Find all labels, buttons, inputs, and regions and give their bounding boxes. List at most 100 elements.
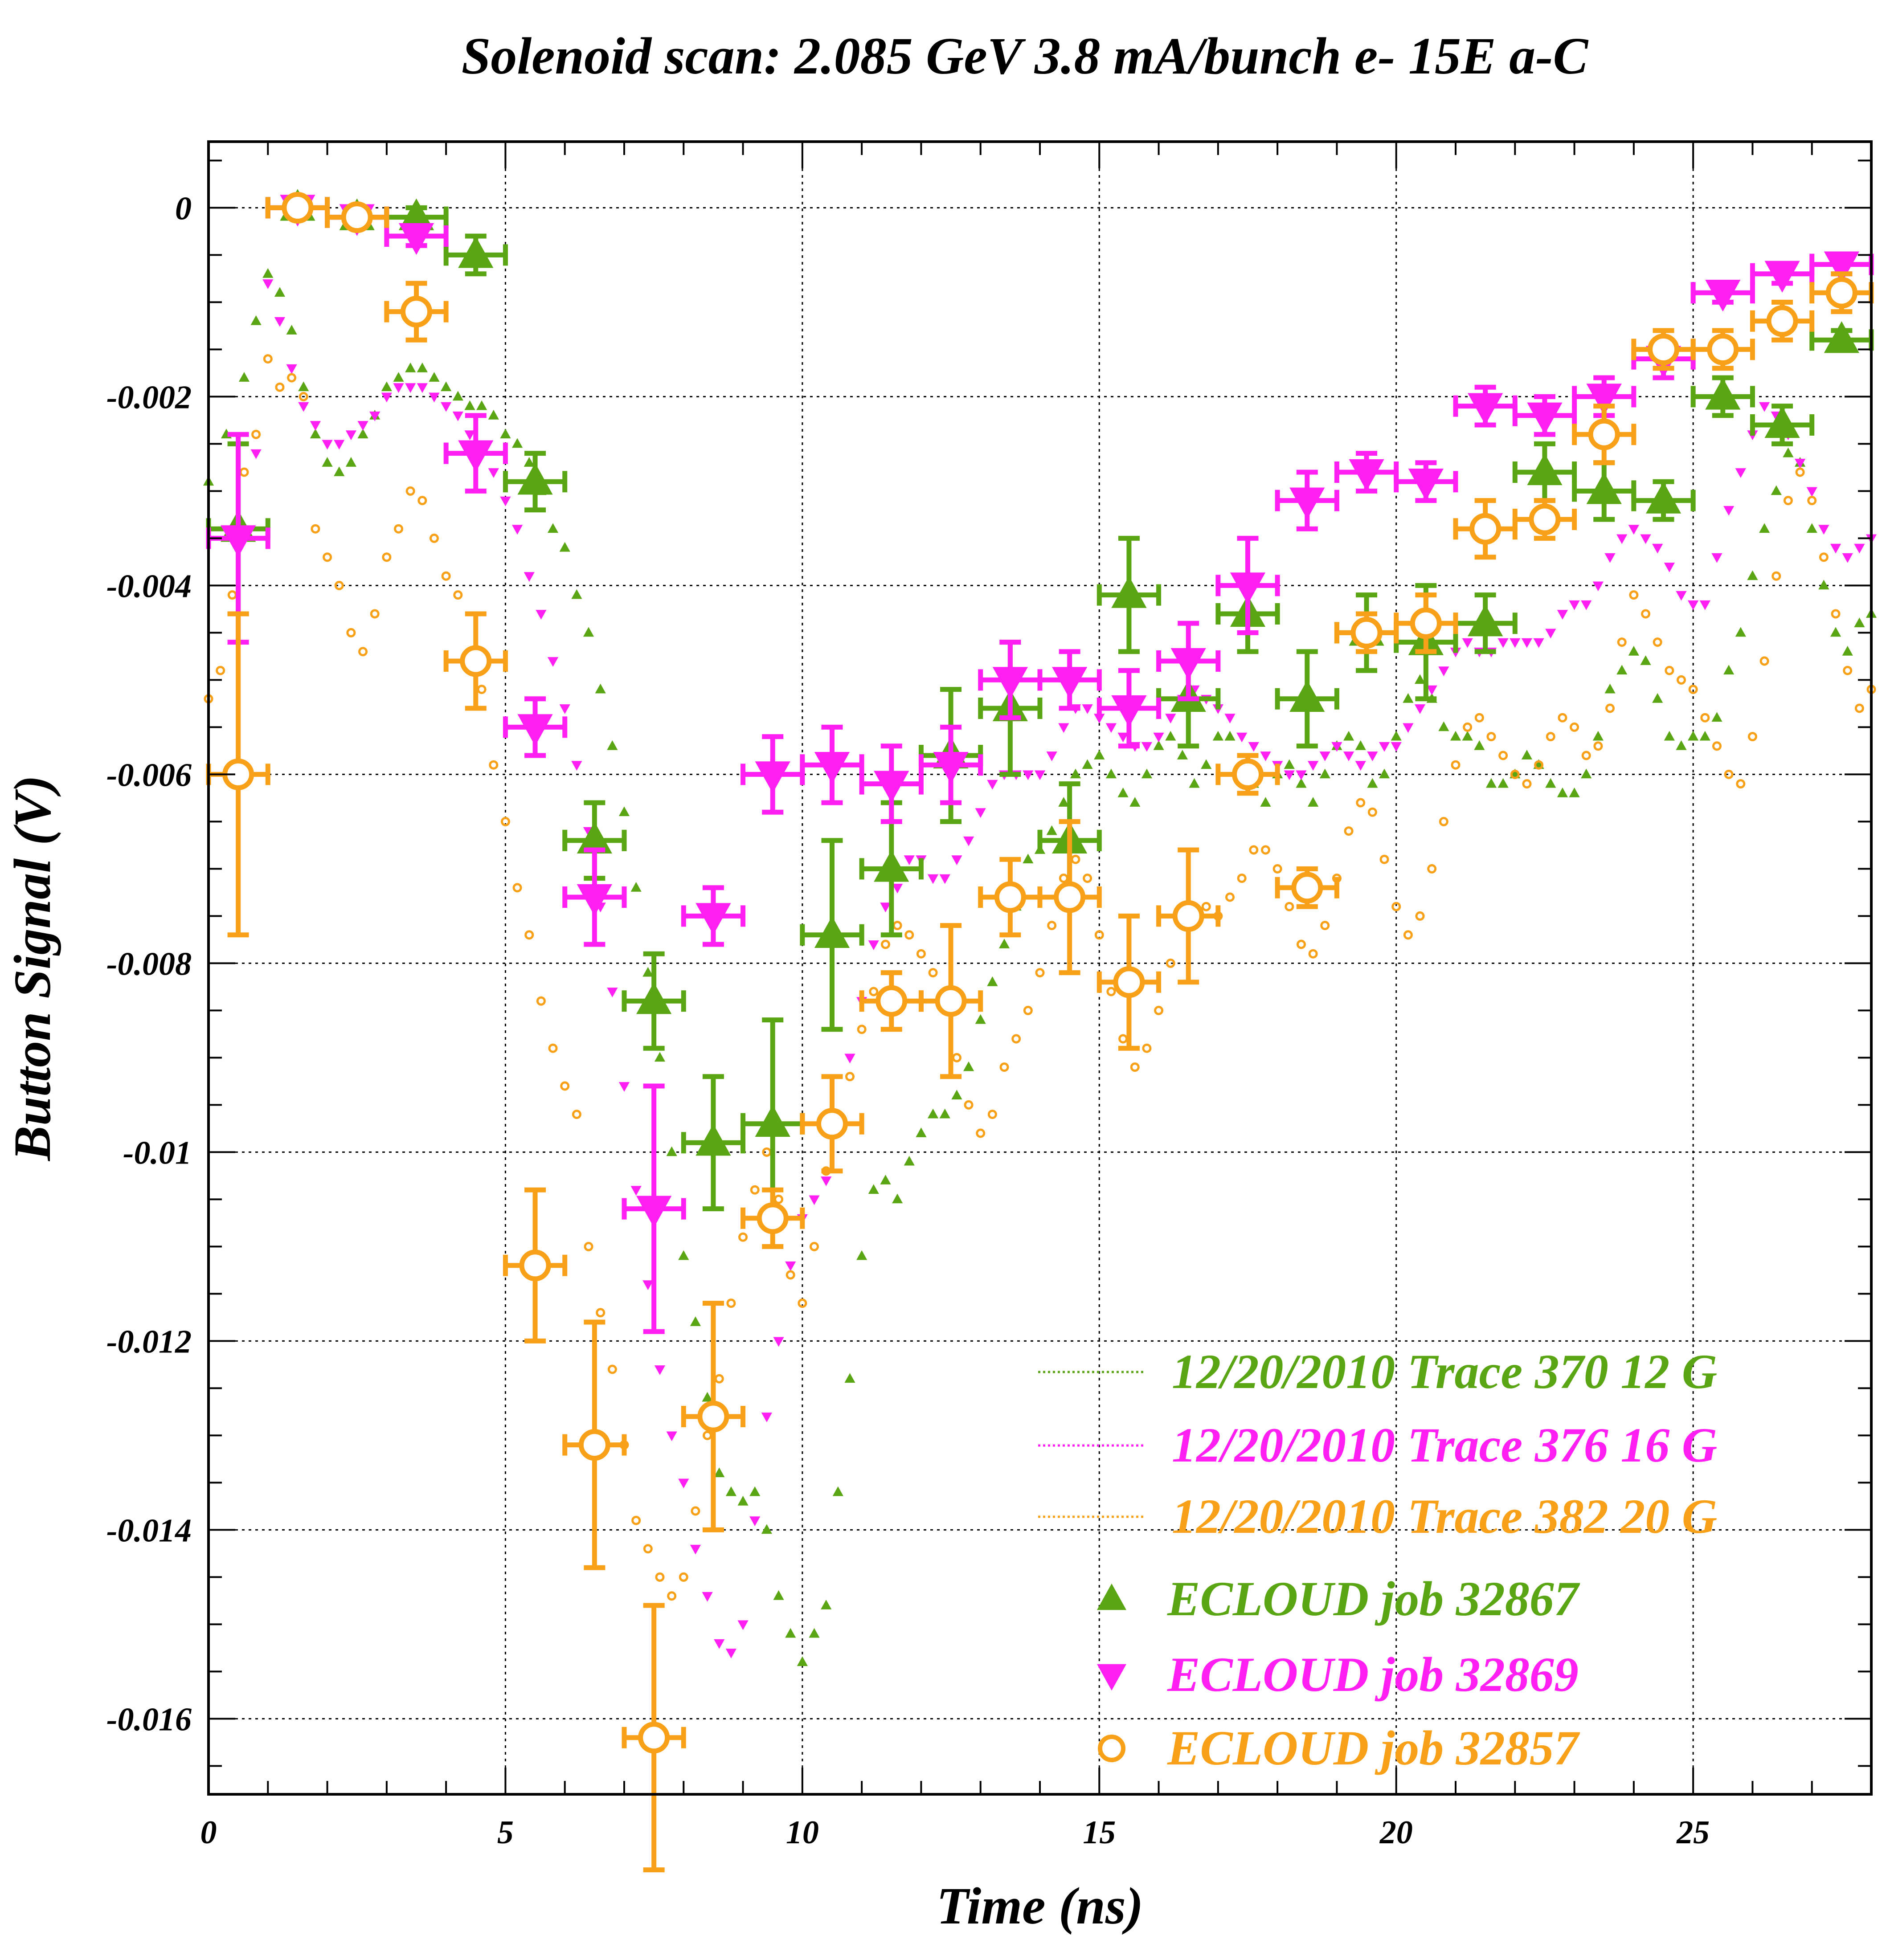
trace-point (1581, 768, 1592, 779)
trace-point (904, 930, 914, 940)
trace-point (1415, 911, 1425, 921)
trace-point (1260, 797, 1271, 807)
trace-point (832, 1486, 843, 1496)
trace-point (1569, 600, 1580, 610)
trace-point (583, 627, 594, 637)
trace-point (1653, 637, 1662, 647)
trace-point (761, 1413, 772, 1422)
ecloud-point-fill (1709, 336, 1736, 363)
trace-point (1497, 778, 1509, 788)
trace-point (1260, 751, 1271, 761)
ecloud-point (696, 1124, 731, 1156)
trace-point (667, 1591, 677, 1601)
trace-point (1604, 553, 1616, 563)
trace-point (1843, 666, 1853, 675)
trace-point (1165, 731, 1176, 741)
trace-point (1047, 921, 1057, 931)
trace-point (892, 1193, 903, 1204)
trace-point (975, 1014, 986, 1024)
trace-point (1546, 732, 1555, 742)
trace-point (702, 1392, 713, 1402)
trace-point (476, 400, 487, 410)
trace-point (1629, 590, 1639, 600)
trace-point (488, 409, 499, 420)
trace-point (1355, 740, 1366, 750)
legend-label: ECLOUD job 32867 (1167, 1572, 1580, 1626)
trace-point (987, 976, 998, 986)
trace-point (880, 939, 890, 949)
ecloud-point (1648, 333, 1679, 365)
trace-point (381, 381, 392, 392)
trace-point (369, 411, 380, 421)
trace-point (1035, 968, 1045, 978)
trace-point (869, 987, 879, 996)
y-tick-label: 0 (175, 190, 192, 227)
trace-point (798, 1298, 807, 1308)
trace-point (452, 411, 463, 421)
trace-point (821, 1600, 832, 1609)
ecloud-point (1410, 607, 1442, 639)
legend-label: ECLOUD job 32857 (1167, 1721, 1580, 1775)
trace-point (1462, 638, 1473, 648)
y-tick-label: -0.004 (106, 568, 192, 604)
trace-point (714, 1467, 725, 1478)
trace-point (1735, 627, 1746, 637)
ecloud-point (1054, 881, 1086, 913)
trace-point (1521, 638, 1533, 648)
ecloud-point (519, 1250, 551, 1282)
trace-point (1545, 778, 1556, 788)
trace-point (737, 1620, 749, 1630)
legend-entry: 12/20/2010 Trace 382 20 G (1038, 1489, 1717, 1544)
trace-point (1854, 617, 1865, 628)
trace-point (1498, 751, 1508, 760)
ecloud-point-fill (1531, 506, 1558, 533)
trace-point (773, 1337, 784, 1347)
trace-point (904, 855, 915, 866)
ecloud-point (577, 821, 612, 853)
ecloud-point (1350, 617, 1383, 649)
trace-point (274, 287, 286, 297)
trace-point (1344, 826, 1354, 836)
trace-point (1355, 761, 1366, 771)
trace-point (1343, 731, 1354, 741)
ecloud-point (1825, 277, 1857, 309)
trace-point (1712, 741, 1722, 751)
trace-point (1794, 458, 1806, 469)
ecloud-point (1586, 384, 1622, 416)
trace-point (1058, 797, 1069, 807)
trace-point (334, 466, 345, 476)
trace-point (1284, 770, 1295, 780)
trace-point (666, 1431, 677, 1441)
ecloud-point (696, 903, 731, 935)
ecloud-point (697, 1401, 729, 1433)
trace-point (1616, 534, 1628, 544)
ecloud-point-fill (1234, 761, 1261, 788)
trace-point (345, 457, 356, 467)
ecloud-point (1824, 251, 1859, 283)
trace-series (250, 279, 1877, 1658)
trace-point (964, 1100, 974, 1110)
trace-point (559, 704, 570, 714)
trace-point (1153, 740, 1164, 750)
ecloud-point (1766, 305, 1798, 337)
ecloud-point (757, 1202, 789, 1234)
trace-point (381, 392, 392, 403)
ecloud-point (398, 198, 434, 230)
trace-point (1724, 769, 1734, 779)
trace-point (725, 1649, 737, 1658)
trace-point (1641, 609, 1651, 619)
trace-point (809, 1628, 820, 1638)
legend-marker (1098, 1735, 1125, 1762)
trace-point (524, 572, 535, 582)
trace-point (464, 400, 475, 410)
ecloud-point (578, 1429, 610, 1461)
trace-point (1723, 665, 1735, 675)
trace-point (1117, 732, 1129, 743)
trace-point (1628, 645, 1639, 656)
ecloud-point-fill (878, 988, 905, 1015)
ecloud-point-fill (1769, 307, 1796, 335)
trace-point (618, 806, 630, 817)
x-axis-title: Time (ns) (937, 1877, 1143, 1935)
trace-point (1747, 732, 1757, 742)
trace-point (393, 372, 404, 382)
